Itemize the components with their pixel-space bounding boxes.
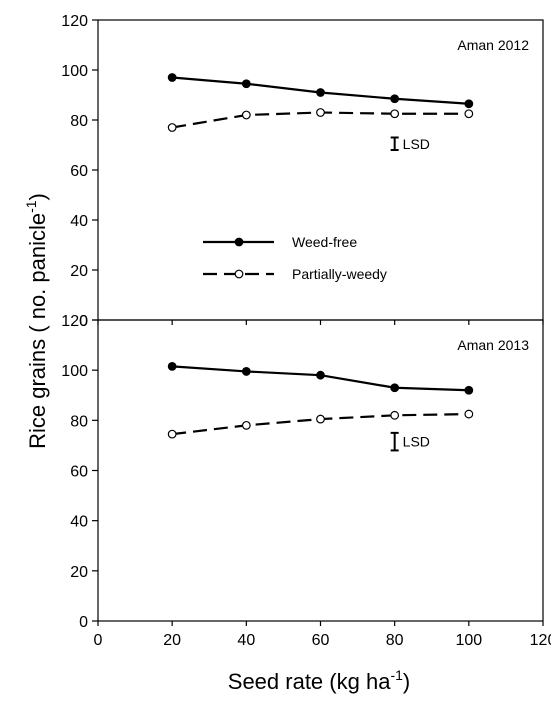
y-tick-label: 40: [70, 514, 88, 531]
x-tick-label: 0: [94, 632, 103, 649]
x-tick-label: 100: [455, 632, 482, 649]
y-tick-label: 60: [70, 464, 88, 481]
y-tick-label: 120: [61, 13, 88, 30]
data-point: [464, 385, 474, 395]
legend-label: Weed-free: [292, 234, 357, 250]
data-point: [241, 420, 251, 430]
y-tick-label: 0: [79, 614, 88, 631]
y-tick-label: 40: [70, 213, 88, 230]
data-point: [167, 429, 177, 439]
data-point: [390, 109, 400, 119]
panel-1: 0 20 40 60 80 100 120 Aman 2012 LSD Weed-free Part…: [61, 13, 544, 330]
x-tick-label: 80: [386, 632, 404, 649]
legend-marker: [234, 269, 244, 279]
y-tick-label: 80: [70, 113, 88, 130]
legend-label: Partially-weedy: [292, 266, 387, 282]
data-point: [390, 383, 400, 393]
y-axis-title-main: Rice grains ( no. panicle: [25, 213, 50, 449]
data-point: [316, 88, 325, 97]
legend: Weed-free Partially-weedy: [203, 234, 387, 282]
y-tick-label: 80: [70, 413, 88, 430]
legend-marker: [234, 237, 244, 247]
y-axis-title-superscript: -1: [23, 200, 39, 213]
data-point: [316, 414, 325, 424]
lsd-label: LSD: [403, 136, 430, 152]
plot-frame: [97, 319, 544, 622]
data-point: [167, 73, 177, 82]
x-axis-title-superscript: -1: [390, 667, 403, 683]
data-point: [390, 410, 400, 420]
x-axis-title-main: Seed rate (kg ha: [228, 669, 391, 694]
x-tick-label: 60: [312, 632, 330, 649]
y-axis-title: Rice grains ( no. panicle-1): [23, 193, 50, 449]
y-tick-label: 20: [70, 564, 88, 581]
data-point: [464, 99, 474, 109]
data-point: [316, 108, 325, 117]
y-tick-label: 20: [70, 263, 88, 280]
x-tick-label: 120: [530, 632, 551, 649]
y-tick-label: 120: [61, 313, 88, 330]
x-tick-label: 40: [237, 632, 255, 649]
data-point: [167, 362, 177, 371]
y-axis-title-tail: ): [25, 193, 50, 200]
data-point: [167, 123, 177, 132]
lsd-label: LSD: [403, 434, 430, 450]
y-tick-label: 60: [70, 163, 88, 180]
panel-label: Aman 2012: [457, 37, 529, 53]
data-point: [316, 370, 325, 380]
data-point: [464, 409, 474, 419]
data-point: [241, 79, 251, 89]
panel-2: 020406080100120020406080100120Aman 2013L…: [61, 313, 551, 649]
panel-label: Aman 2013: [457, 337, 529, 353]
y-tick-label: 100: [61, 363, 88, 380]
data-point: [241, 110, 251, 120]
x-axis-title-tail: ): [403, 669, 410, 694]
y-tick-label: 0: [79, 313, 88, 330]
y-tick-label: 100: [61, 63, 88, 80]
x-tick-label: 20: [163, 632, 181, 649]
x-axis-title: Seed rate (kg ha-1): [228, 667, 410, 694]
data-point: [464, 109, 474, 119]
data-point: [241, 367, 251, 376]
data-point: [390, 94, 400, 104]
